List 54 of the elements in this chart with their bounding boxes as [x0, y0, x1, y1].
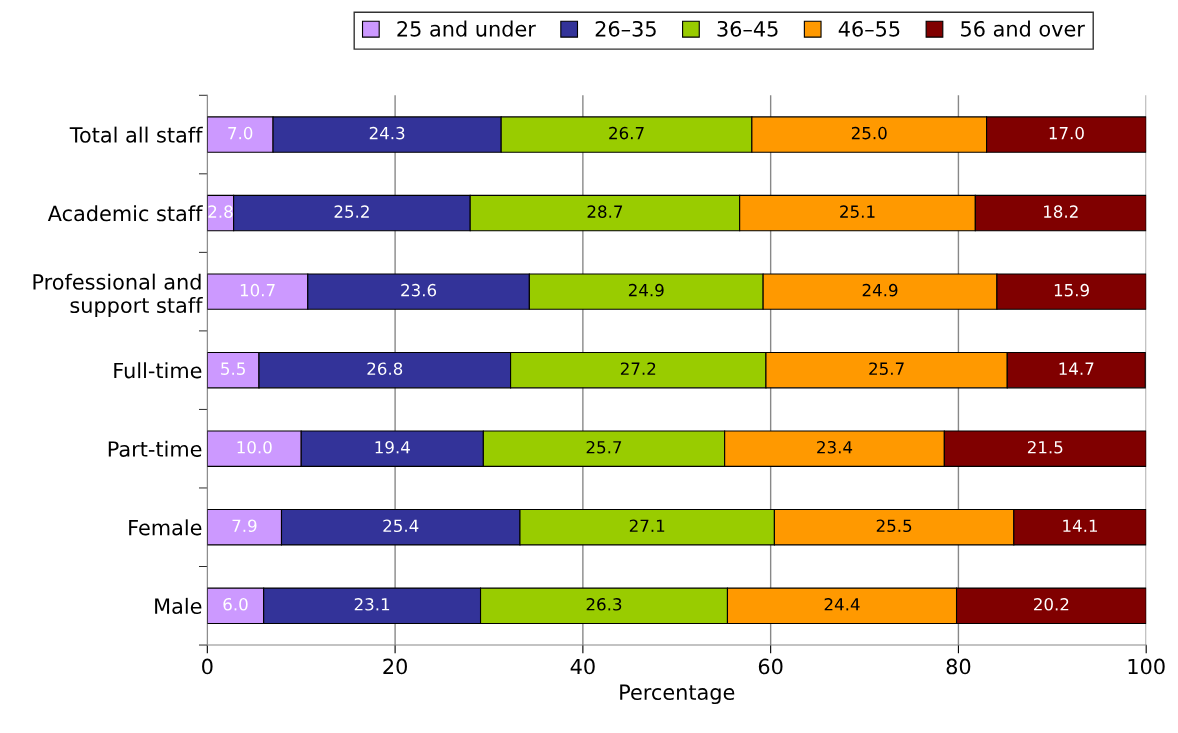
data-label: 15.9 [1054, 283, 1089, 297]
data-label: 25.7 [869, 362, 904, 375]
data-label: 18.2 [1044, 205, 1078, 218]
data-label: 6.0 [223, 598, 248, 611]
legend-label: 36–45 [717, 20, 778, 37]
data-label: 27.2 [620, 362, 656, 375]
data-label: 19.4 [375, 440, 410, 454]
legend-label: 26–35 [595, 20, 656, 37]
data-label: 25.7 [586, 440, 622, 454]
data-label: 24.9 [862, 283, 898, 297]
data-label: 10.7 [240, 283, 275, 297]
x-tick-label: 0 [202, 658, 213, 675]
data-label: 7.0 [228, 126, 253, 140]
data-label: 25.5 [876, 519, 912, 533]
legend-label: 25 and under [397, 20, 536, 37]
data-label: 24.3 [369, 126, 405, 140]
legend-label: 56 and over [961, 20, 1085, 37]
data-label: 25.2 [334, 205, 369, 218]
data-label: 25.4 [383, 519, 419, 533]
data-label: 2.8 [208, 205, 233, 218]
data-label: 23.1 [354, 598, 390, 611]
data-label: 26.3 [586, 598, 622, 611]
data-label: 26.7 [609, 126, 644, 140]
x-tick-label: 100 [1128, 658, 1165, 675]
data-label: 28.7 [587, 205, 623, 218]
data-label: 14.1 [1063, 519, 1098, 532]
y-tick-label: Female [129, 519, 202, 536]
x-axis-title: Percentage [620, 684, 735, 705]
x-tick-label: 20 [383, 658, 407, 675]
y-tick-label: Male [155, 597, 202, 614]
data-label: 27.1 [629, 519, 665, 532]
data-label: 10.0 [237, 440, 272, 454]
y-tick-label: Academic staff [47, 205, 203, 222]
data-label: 7.9 [232, 519, 257, 533]
y-tick-label: Full-time [114, 362, 202, 379]
x-tick-label: 80 [946, 658, 971, 675]
legend-label: 46–55 [838, 20, 900, 37]
data-label: 25.0 [851, 126, 887, 140]
data-label: 14.7 [1059, 362, 1094, 375]
data-label: 20.2 [1034, 598, 1069, 611]
y-tick-label: Professional and support staff [33, 273, 203, 318]
data-label: 26.8 [367, 362, 403, 375]
data-label: 23.4 [817, 440, 853, 454]
data-label: 24.4 [824, 598, 860, 611]
x-tick-label: 40 [570, 658, 595, 675]
y-tick-label: Part-time [108, 440, 202, 457]
data-label: 17.0 [1049, 126, 1084, 140]
y-tick-label: Total all staff [69, 126, 203, 143]
data-label: 5.5 [221, 362, 245, 375]
data-label: 23.6 [401, 283, 437, 297]
data-label: 21.5 [1027, 440, 1063, 454]
data-label: 25.1 [840, 205, 875, 218]
x-tick-label: 60 [758, 658, 783, 675]
data-label: 24.9 [628, 283, 664, 297]
